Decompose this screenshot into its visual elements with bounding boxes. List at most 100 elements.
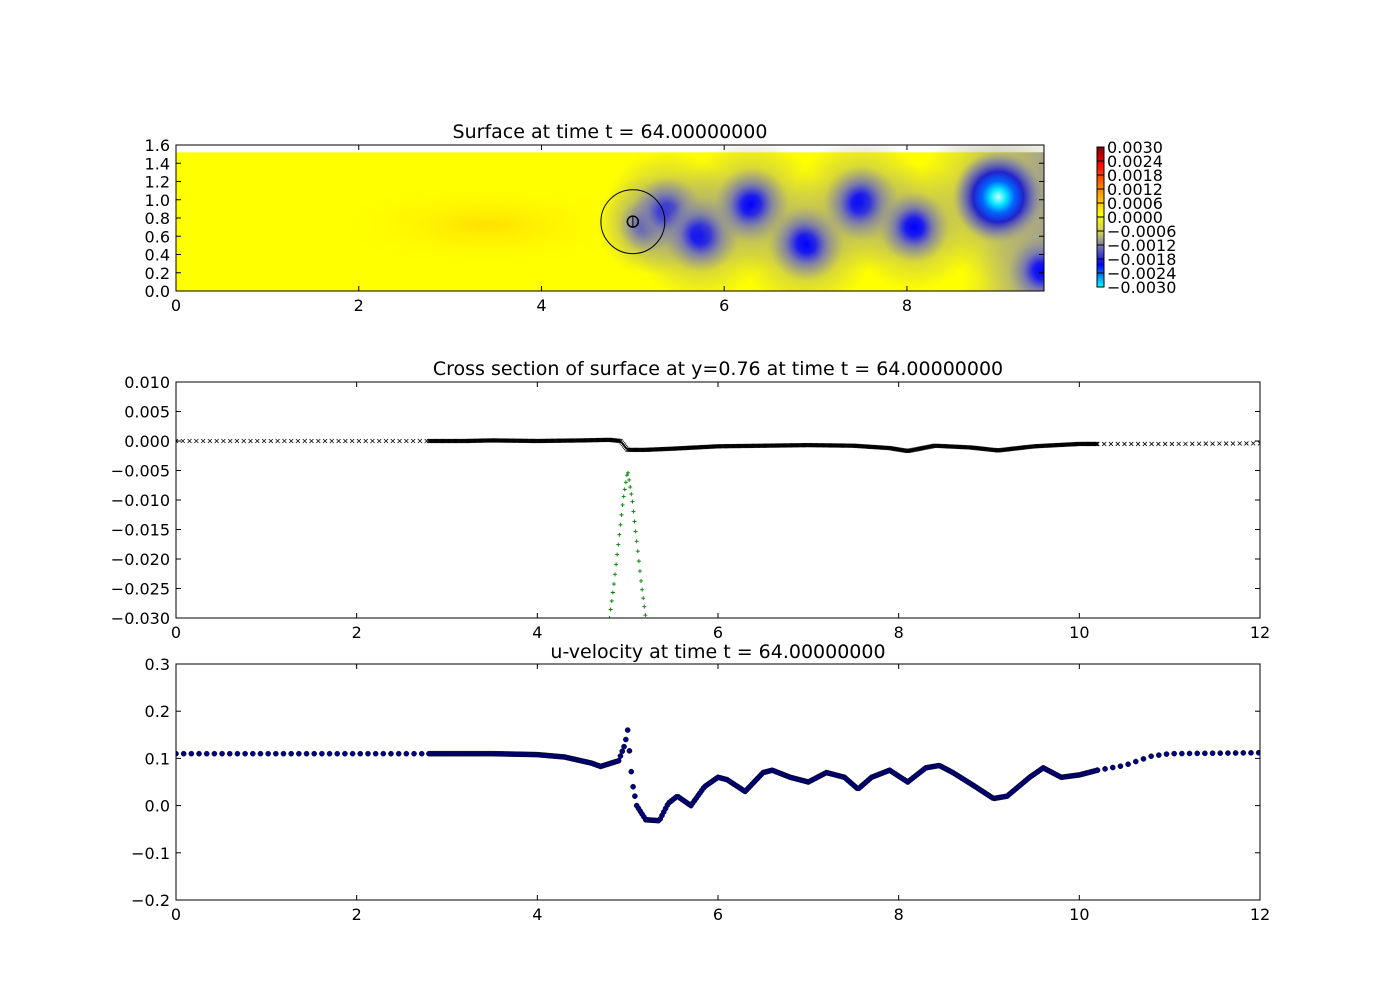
u-velocity-xtick-label: 12 [1250,905,1270,924]
colorbar-tick-label: 0.0024 [1107,152,1163,171]
u-velocity-point [342,750,348,757]
colorbar-tick-label: −0.0018 [1107,250,1176,269]
cross-section-xtick-label: 8 [894,623,904,642]
cross-section-x-marker [1183,441,1188,447]
cross-section-x-marker [336,438,341,444]
cross-section-xtick-label: 12 [1250,623,1270,642]
cross-section-xtick-label: 10 [1069,623,1089,642]
cross-section-x-marker [1196,441,1202,447]
colorbar-tick-label: 0.0018 [1107,166,1163,185]
cross-section-x-marker [302,438,308,444]
cross-section-x-marker [370,438,375,444]
surface-xtick-label: 8 [902,296,912,315]
cross-section-ytick-label: 0.010 [124,373,170,392]
surface-xtick-label: 6 [719,296,729,315]
cross-section-xtick-label: 6 [713,623,723,642]
cross-section-x-marker [397,438,402,444]
u-velocity-point [334,750,341,757]
u-velocity-point [188,750,195,757]
u-velocity-point [1209,750,1216,757]
cross-section-x-marker [1093,441,1098,447]
cross-section-x-marker [180,438,186,444]
u-velocity-point [280,750,287,757]
u-velocity-point [626,748,633,754]
obstacle-circle [600,189,666,255]
surface-ytick-label: 1.2 [145,173,170,192]
cross-section-x-marker [1210,441,1215,446]
cross-section-x-marker [275,438,280,444]
surface-depression [1007,236,1044,291]
cross-section-x-marker [214,438,219,444]
u-velocity-point [249,750,256,757]
cross-section-plus-marker [641,596,646,601]
surface-annotations [600,189,666,255]
cross-section-x-marker [221,438,226,444]
cross-section-title: Cross section of surface at y=0.76 at ti… [433,358,1003,380]
cross-section-series [176,437,1260,618]
u-velocity-point [615,757,622,764]
cross-section-x-marker [349,438,355,444]
u-velocity-point [1109,764,1116,771]
cross-section-plus-marker [615,552,620,557]
cross-section-plus-marker [635,549,640,554]
u-velocity-point [319,750,325,757]
surface-xtick-label: 2 [354,296,364,315]
cross-section-x-marker [1250,441,1256,446]
cross-section-axes-frame [175,381,1261,619]
cross-section-x-marker [268,438,274,444]
surface-axes: 0 2 4 6 8 0.00.20.40.60.81.01.21.41.6 [145,136,1044,315]
cross-section-x-marker [288,438,294,444]
cross-section-x-marker [194,438,199,444]
colorbar-tick-label: 0.0012 [1107,180,1163,199]
cross-section-x-marker [207,438,213,444]
u-velocity-point [242,750,248,757]
cross-section-x-marker [1257,441,1260,446]
u-velocity-point [623,736,629,743]
u-velocity-point [403,750,410,757]
cross-section-x-marker [1135,441,1141,447]
u-velocity-point [257,750,264,757]
cross-section-x-marker [1244,441,1249,446]
u-velocity-point [296,750,302,757]
cross-section-x-marker [363,438,368,444]
u-velocity-point [1186,750,1193,757]
u-velocity-point [1217,750,1224,756]
u-velocity-point [273,750,279,757]
cross-section-plus-marker [633,529,638,534]
cross-section-x-marker [241,438,247,444]
cross-section-xtick-label: 4 [532,623,542,642]
cross-section-x-marker [187,438,192,444]
colorbar-tick-label: −0.0030 [1107,278,1176,297]
cross-section-axes: 0 2 4 6 8 10 12 0.010 0.005 0.000 −0.005 −0.010 −0.0… [111,373,1270,642]
u-velocity-point [211,750,218,757]
u-velocity-point [1232,750,1239,756]
u-velocity-point [180,750,187,757]
cross-section-plus-marker [642,604,647,609]
cross-section-plus-marker [630,499,635,504]
u-velocity-point [632,793,638,799]
cross-section-xtick-label: 2 [352,623,362,642]
u-velocity-point [326,750,333,757]
cross-section-plus-marker [607,616,612,618]
surface-ytick-label: 0.6 [145,227,170,246]
colorbar-tick-label: 0.0030 [1107,138,1163,157]
colorbar-tick-label: 0.0006 [1107,194,1163,213]
cross-section-x-marker [1217,441,1222,446]
u-velocity-point [1117,763,1124,769]
cross-section-plus-marker [624,473,629,478]
u-velocity-ytick-label: 0.1 [145,749,170,768]
cross-section-ytick-label: 0.000 [124,432,170,451]
cross-section-x-marker [1156,441,1161,447]
cross-section-x-marker [383,438,389,444]
u-velocity-point [349,750,356,757]
u-velocity-point [1179,750,1185,757]
cross-section-x-marker [1101,441,1107,447]
u-velocity-point [176,750,179,757]
cross-section-x-marker [295,438,301,444]
cross-section-plus-marker [610,590,615,595]
u-velocity-point [617,753,624,759]
cross-section-plus-marker [640,587,645,592]
cross-section-ytick-label: −0.030 [111,609,170,628]
u-velocity-ytick-label: 0.3 [145,655,170,674]
cross-section-x-marker [404,438,409,444]
